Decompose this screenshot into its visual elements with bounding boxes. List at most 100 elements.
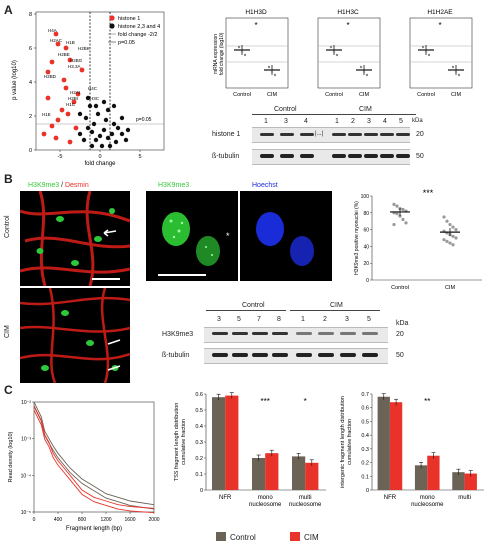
legend-pvalue: p=0.05 [118,40,135,46]
mrna-chart-0: H1H3D * Control CIM mRNA expression fold chan… [213,9,289,98]
mrna-point [243,53,247,57]
volcano-ytick-label: 8 [29,12,32,18]
bar-ytick-label: 0.5 [361,419,369,425]
mrna-point [273,73,277,77]
blot-a-band-tubulin [380,154,394,158]
micro-row-label-control: Control [4,215,11,238]
blot-a-band-histone1 [348,133,362,136]
micro-hoechst-drawing [256,212,314,266]
mrna-point [365,73,369,77]
bar-ylabel: intergenic fragment length distribution [340,396,346,488]
blot-a-label-tubulin: ß-tubulin [212,153,240,160]
scatter-point [395,212,399,216]
line-xlabel: Fragment length (bp) [66,526,122,532]
bar-ylabel: TSS fragment length distribution [174,403,180,482]
legend-foldchange: fold change -2/2 [118,32,157,38]
scatter-ytick-label: 60 [363,228,369,234]
scatter-significance: *** [423,188,434,198]
volcano-point-histone1 [59,107,65,113]
scatter-point [395,204,399,208]
intergenic-bar-chart: 0 0.1 0.2 0.3 0.4 0.5 0.6 0.7 intergenic fragmen… [340,392,484,508]
mrna-expression-charts: H1H3D * Control CIM mRNA expression fold chan… [213,9,473,98]
mrna-chart-ylabel: mRNA expression [213,34,219,74]
volcano-point-histone1 [65,111,71,117]
blot-b-band-tubulin [272,353,288,357]
blot-a-label-histone1: histone 1 [212,131,241,138]
mrna-category-label: Control [233,92,251,98]
blot-b-lane-number: 8 [277,316,281,323]
mrna-category-label: CIM [359,92,370,98]
volcano-point-histone234 [91,121,97,127]
volcano-point-histone234 [119,131,125,137]
volcano-point-histone234 [89,143,95,149]
scatter-point [454,236,458,240]
blot-b-band-h3k9me3 [212,332,228,335]
legend-histone234: histone 2,3 and 4 [118,24,160,30]
blot-a-band-histone1 [396,133,410,136]
legend-histone234-dot [109,23,115,29]
blot-b-band-tubulin [212,353,228,357]
blot-a-band-tubulin [364,154,378,158]
bar-ytick-label: 0.2 [195,456,203,462]
mrna-chart-title: H1H3D [245,9,267,16]
volcano-points [41,31,131,149]
mrna-chart-star: * [346,21,349,30]
volcano-point-histone234 [85,95,91,101]
line-xtick-label: 2000 [148,517,159,523]
fragment-length-chart: 10⁻⁵ 10⁻⁴ 10⁻³ 10⁻² 0 400 800 1200 1600 2000 Fragm… [8,400,160,532]
blot-b-band-h3k9me3 [362,332,378,335]
volcano-gene-label: H3C [90,96,100,101]
blot-b-lane-number: 5 [237,316,241,323]
blot-a-band-histone1 [300,133,314,136]
volcano-gene-label: H2BI [68,96,78,101]
blot-a-kda-50: 50 [416,153,424,160]
line-xtick-label: 0 [33,517,36,523]
blot-a-kda-20: 20 [416,131,424,138]
pvalue-threshold-label: p=0.05 [136,117,152,123]
volcano-ytick-label: 0 [29,148,32,154]
scatter-point [398,214,402,218]
volcano-point-histone1 [49,123,55,129]
blot-b-label-h3k9me3: H3K9me3 [162,331,194,338]
panel-letter-a: A [4,3,13,17]
blot-a-band-tubulin [300,154,314,158]
volcano-point-histone234 [109,131,115,137]
blot-a-lane-number: 2 [351,118,355,125]
line-ytick-label: 10⁻² [21,400,31,406]
blot-b-kda-20: 20 [396,331,404,338]
bar-category-label: NFR [219,495,232,501]
volcano-point-histone1 [61,77,67,83]
volcano-point-histone234 [111,103,117,109]
volcano-point-histone1 [63,45,69,51]
bar-ytick-label: 0.1 [195,472,203,478]
micro-cim-image [20,288,130,383]
panel-letter-c: C [4,383,13,397]
volcano-xtick-label: 5 [138,154,141,160]
volcano-point-histone234 [115,125,121,131]
volcano-point-histone234 [89,129,95,135]
blot-b-band-tubulin [252,353,268,357]
blot-a-row-tubulin [252,149,410,165]
bar-ylabel: cumulative fraction [347,419,353,465]
volcano-point-histone234 [97,133,103,139]
blot-b-band-h3k9me3 [296,332,312,335]
volcano-point-histone1 [79,67,85,73]
volcano-point-histone1 [45,95,51,101]
mrna-point [451,65,455,69]
blot-a: Control CIM 1 3 4 1 2 3 4 5 kDa histone 1 ß-tub… [212,104,494,166]
volcano-ytick-label: 2 [29,114,32,120]
scatter-point [404,221,408,225]
bar-significance: * [304,397,307,406]
mrna-point [335,53,339,57]
micro-mid-title-blue: Hoechst [252,182,278,189]
bar-category-label: mono [258,495,274,501]
blot-a-band-histone1 [332,133,346,136]
bar-ytick-label: 0.6 [361,406,369,412]
line-series-1 [33,405,155,509]
blot-b-lane-number: 3 [345,316,349,323]
volcano-point-histone234 [103,117,109,123]
bar-ytick-label: 0.7 [361,392,369,398]
blot-b-lane-number: 5 [367,316,371,323]
scatter-category-label: Control [391,285,409,291]
mrna-point [362,70,366,74]
